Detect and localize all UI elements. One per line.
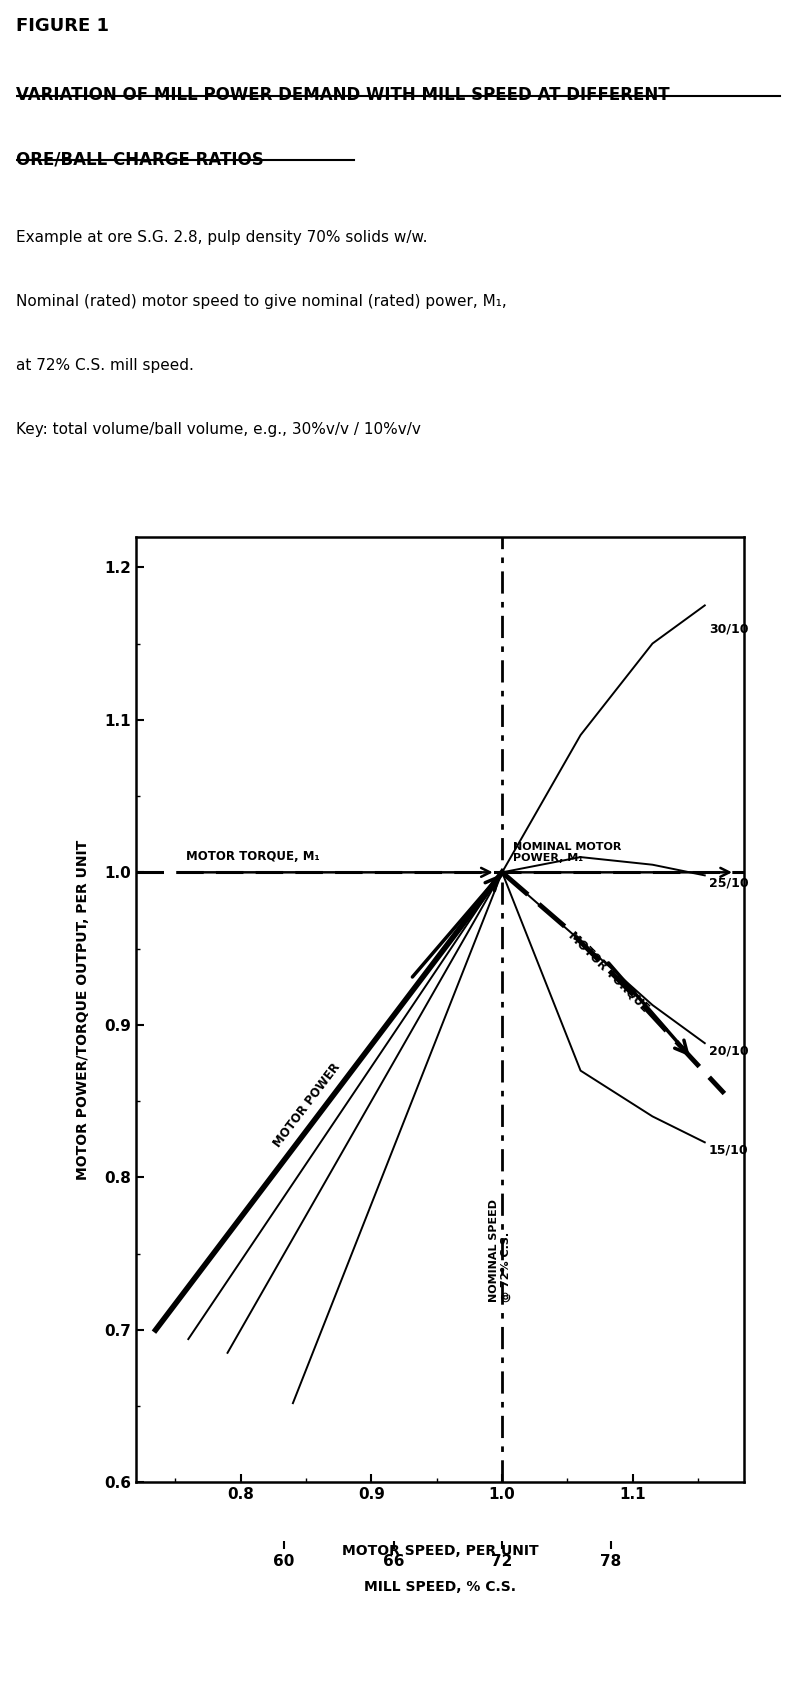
Text: 30/10: 30/10 <box>709 624 748 636</box>
Text: ORE/BALL CHARGE RATIOS: ORE/BALL CHARGE RATIOS <box>16 150 264 169</box>
X-axis label: MOTOR SPEED, PER UNIT: MOTOR SPEED, PER UNIT <box>342 1544 538 1557</box>
Text: Nominal (rated) motor speed to give nominal (rated) power, M₁,: Nominal (rated) motor speed to give nomi… <box>16 293 506 308</box>
X-axis label: MILL SPEED, % C.S.: MILL SPEED, % C.S. <box>364 1580 516 1595</box>
Text: at 72% C.S. mill speed.: at 72% C.S. mill speed. <box>16 358 194 373</box>
Text: Example at ore S.G. 2.8, pulp density 70% solids w/w.: Example at ore S.G. 2.8, pulp density 70… <box>16 230 427 245</box>
Text: Key: total volume/ball volume, e.g., 30%v/v / 10%v/v: Key: total volume/ball volume, e.g., 30%… <box>16 423 421 438</box>
Text: NOMINAL MOTOR
POWER, M₁: NOMINAL MOTOR POWER, M₁ <box>513 842 621 864</box>
Text: VARIATION OF MILL POWER DEMAND WITH MILL SPEED AT DIFFERENT: VARIATION OF MILL POWER DEMAND WITH MILL… <box>16 87 670 104</box>
Text: MOTOR TORQUE, M₁: MOTOR TORQUE, M₁ <box>186 850 319 864</box>
Text: 20/10: 20/10 <box>709 1045 748 1056</box>
Text: 15/10: 15/10 <box>709 1143 748 1157</box>
Text: MOTOR TORQUE: MOTOR TORQUE <box>566 929 651 1014</box>
Text: NOMINAL SPEED
@ 72% C.S.: NOMINAL SPEED @ 72% C.S. <box>490 1200 511 1302</box>
Y-axis label: MOTOR POWER/TORQUE OUTPUT, PER UNIT: MOTOR POWER/TORQUE OUTPUT, PER UNIT <box>76 840 90 1179</box>
Text: FIGURE 1: FIGURE 1 <box>16 17 109 36</box>
Text: 25/10: 25/10 <box>709 876 748 889</box>
Text: MOTOR POWER: MOTOR POWER <box>271 1060 343 1150</box>
